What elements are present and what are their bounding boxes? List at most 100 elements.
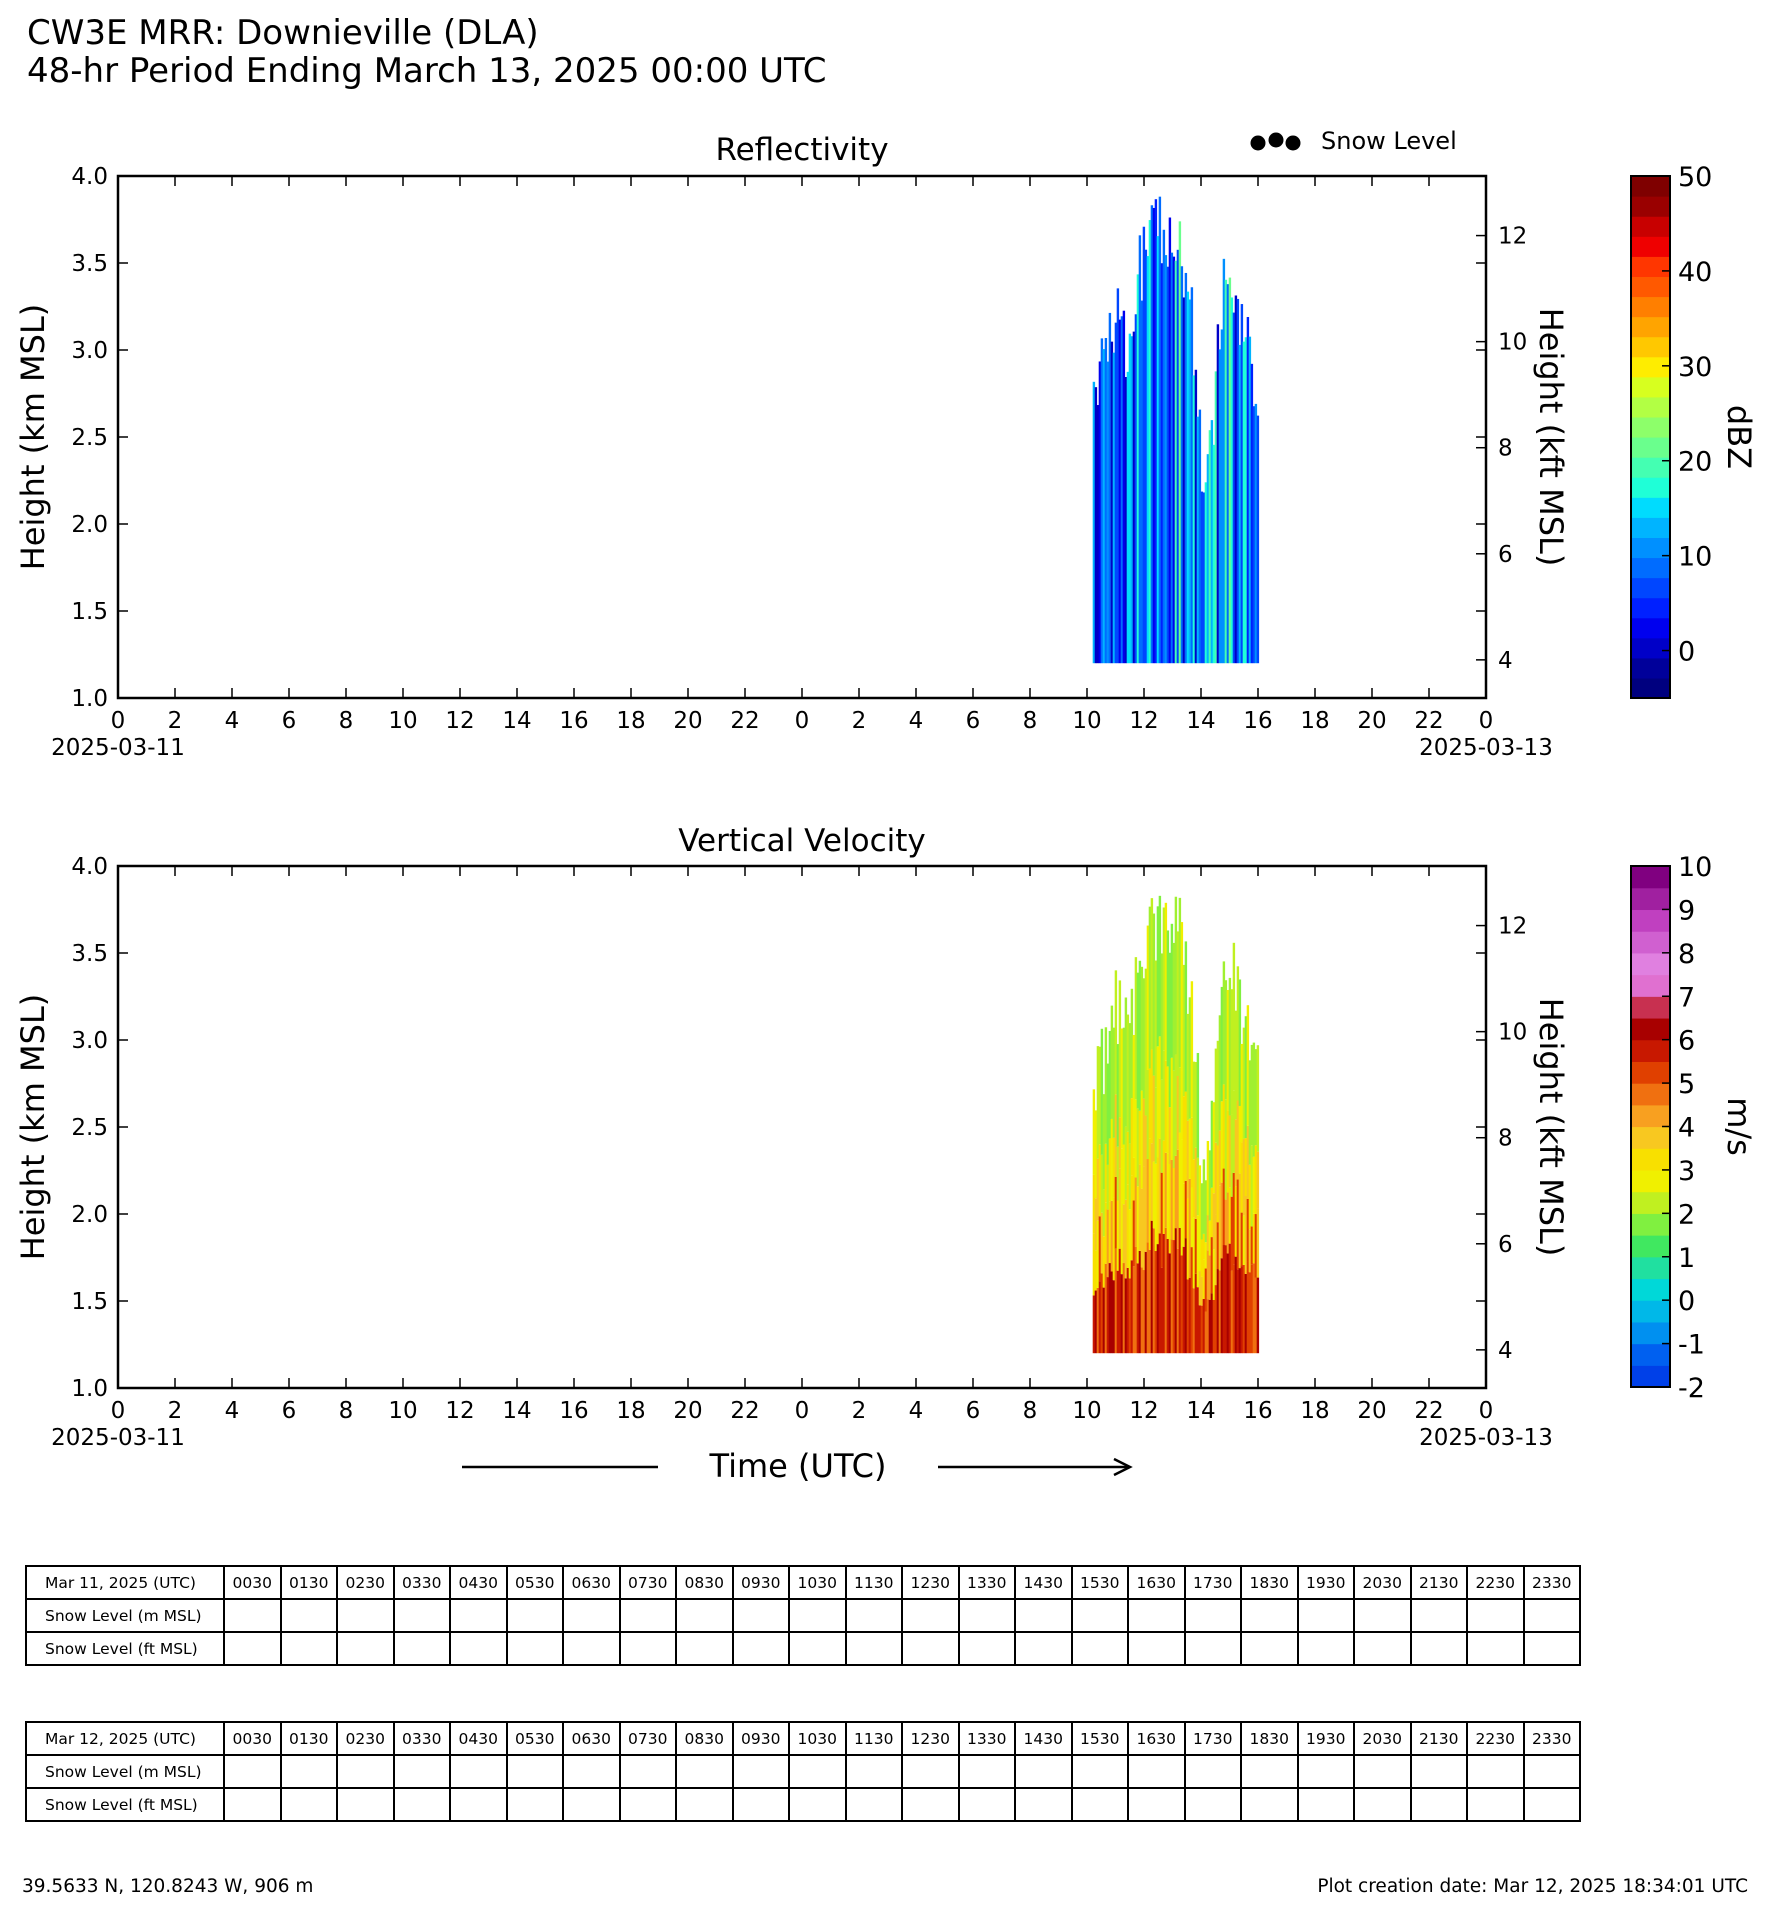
date-label-start: 2025-03-11 <box>51 1425 185 1451</box>
velocity-column <box>1116 1146 1120 1201</box>
velocity-column <box>1184 1091 1188 1181</box>
table-header-row: Mar 12, 2025 (UTC) 0030 0130 0230 0330 0430 05… <box>25 1721 1581 1756</box>
velocity-column <box>1098 1144 1102 1217</box>
colorbar-swatch <box>1631 316 1670 338</box>
x-tick-label: 4 <box>225 708 240 734</box>
x-tick-label: 10 <box>1072 708 1101 734</box>
reflectivity-column <box>1136 274 1140 664</box>
x-tick-label: 18 <box>1300 1398 1329 1424</box>
velocity-column <box>1142 978 1146 1099</box>
velocity-column <box>1204 1180 1208 1243</box>
velocity-column <box>1098 1281 1102 1354</box>
velocity-column <box>1162 1050 1166 1141</box>
x-tick-label: 12 <box>445 1398 474 1424</box>
colorbar-swatch <box>1631 517 1670 538</box>
velocity-column <box>1164 1152 1168 1228</box>
x-tick-label: 6 <box>282 1398 297 1424</box>
time-column-header: 0230 <box>336 1721 395 1756</box>
table-cell <box>1353 1631 1412 1666</box>
velocity-column <box>1180 1139 1184 1256</box>
velocity-column <box>1114 970 1118 1095</box>
velocity-column <box>1158 1233 1162 1354</box>
colorbar-swatch <box>1631 1300 1670 1323</box>
velocity-column <box>1210 1187 1214 1238</box>
reflectivity-column <box>1102 349 1106 664</box>
velocity-column <box>1152 1161 1156 1229</box>
x-tick-label: 8 <box>339 708 354 734</box>
velocity-column <box>1114 1248 1118 1354</box>
y-tick-label: 2.5 <box>71 1115 108 1141</box>
velocity-column <box>1184 1238 1188 1354</box>
table-cell <box>1409 1754 1468 1789</box>
x-tick-label: 6 <box>966 1398 981 1424</box>
reflectivity-column <box>1238 344 1242 664</box>
colorbar-swatch <box>1631 477 1670 498</box>
reflectivity-column <box>1188 299 1192 664</box>
velocity-column <box>1100 1212 1104 1274</box>
x-tick-label: 12 <box>445 708 474 734</box>
snow-level-table: Mar 12, 2025 (UTC) 0030 0130 0230 0330 0430 05… <box>25 1721 1581 1822</box>
velocity-column <box>1152 1075 1156 1162</box>
reflectivity-column <box>1160 263 1164 664</box>
velocity-column <box>1136 1108 1140 1187</box>
velocity-column <box>1246 1199 1250 1262</box>
time-column-header: 1730 <box>1183 1565 1242 1600</box>
velocity-column <box>1144 1251 1148 1354</box>
velocity-column <box>1110 1271 1114 1354</box>
velocity-column <box>1124 1126 1128 1200</box>
reflectivity-column <box>1132 331 1136 664</box>
table-cell <box>901 1598 960 1633</box>
table-cell <box>1127 1787 1186 1822</box>
y-tick-label: 4.0 <box>71 164 108 190</box>
velocity-column <box>1094 1110 1098 1199</box>
colorbar-swatch <box>1631 909 1670 932</box>
time-column-header: 0330 <box>392 1565 451 1600</box>
table-cell <box>392 1787 451 1822</box>
colorbar-tick-label: 10 <box>1678 542 1712 573</box>
velocity-column <box>1236 1100 1240 1180</box>
table-cell <box>562 1631 621 1666</box>
x-tick-label: 16 <box>1243 708 1272 734</box>
table-cell <box>1296 1598 1355 1633</box>
date-label-end: 2025-03-13 <box>1419 735 1553 761</box>
velocity-column <box>1236 1179 1240 1270</box>
velocity-column <box>1130 988 1134 1099</box>
velocity-column <box>1156 1244 1160 1354</box>
velocity-column <box>1232 1090 1236 1173</box>
velocity-column <box>1222 961 1226 1085</box>
kft-tick-label: 12 <box>1498 224 1527 250</box>
table-cell <box>336 1754 395 1789</box>
table-cell <box>1353 1598 1412 1633</box>
time-column-header: 0430 <box>449 1565 508 1600</box>
velocity-column <box>1190 1187 1194 1248</box>
velocity-column <box>1158 895 1162 1037</box>
reflectivity-column <box>1256 415 1260 664</box>
table-cell <box>1183 1754 1242 1789</box>
table-cell <box>392 1631 451 1666</box>
velocity-column <box>1170 1239 1174 1354</box>
reflectivity-column <box>1092 381 1096 664</box>
velocity-column <box>1216 1145 1220 1223</box>
table-cell <box>562 1598 621 1633</box>
reflectivity-column <box>1172 256 1176 664</box>
velocity-column <box>1094 1290 1098 1354</box>
x-tick-label: 22 <box>730 1398 759 1424</box>
velocity-column <box>1234 1119 1238 1187</box>
table-cell <box>1409 1787 1468 1822</box>
reflectivity-column <box>1156 236 1160 664</box>
velocity-column <box>1232 942 1236 1091</box>
velocity-column <box>1124 1199 1128 1279</box>
table-cell <box>1240 1754 1299 1789</box>
velocity-column <box>1170 1159 1174 1240</box>
x-tick-label: 2 <box>168 1398 183 1424</box>
velocity-column <box>1154 1163 1158 1252</box>
reflectivity-column <box>1244 337 1248 664</box>
snow-level-legend-marker <box>1250 135 1266 151</box>
velocity-column <box>1156 1046 1160 1158</box>
table-cell <box>336 1787 395 1822</box>
colorbar-swatch <box>1631 1343 1670 1366</box>
velocity-column <box>1122 1263 1126 1354</box>
table-row: Snow Level (ft MSL) <box>25 1631 1581 1666</box>
table-cell <box>844 1598 903 1633</box>
velocity-column <box>1224 1199 1228 1246</box>
